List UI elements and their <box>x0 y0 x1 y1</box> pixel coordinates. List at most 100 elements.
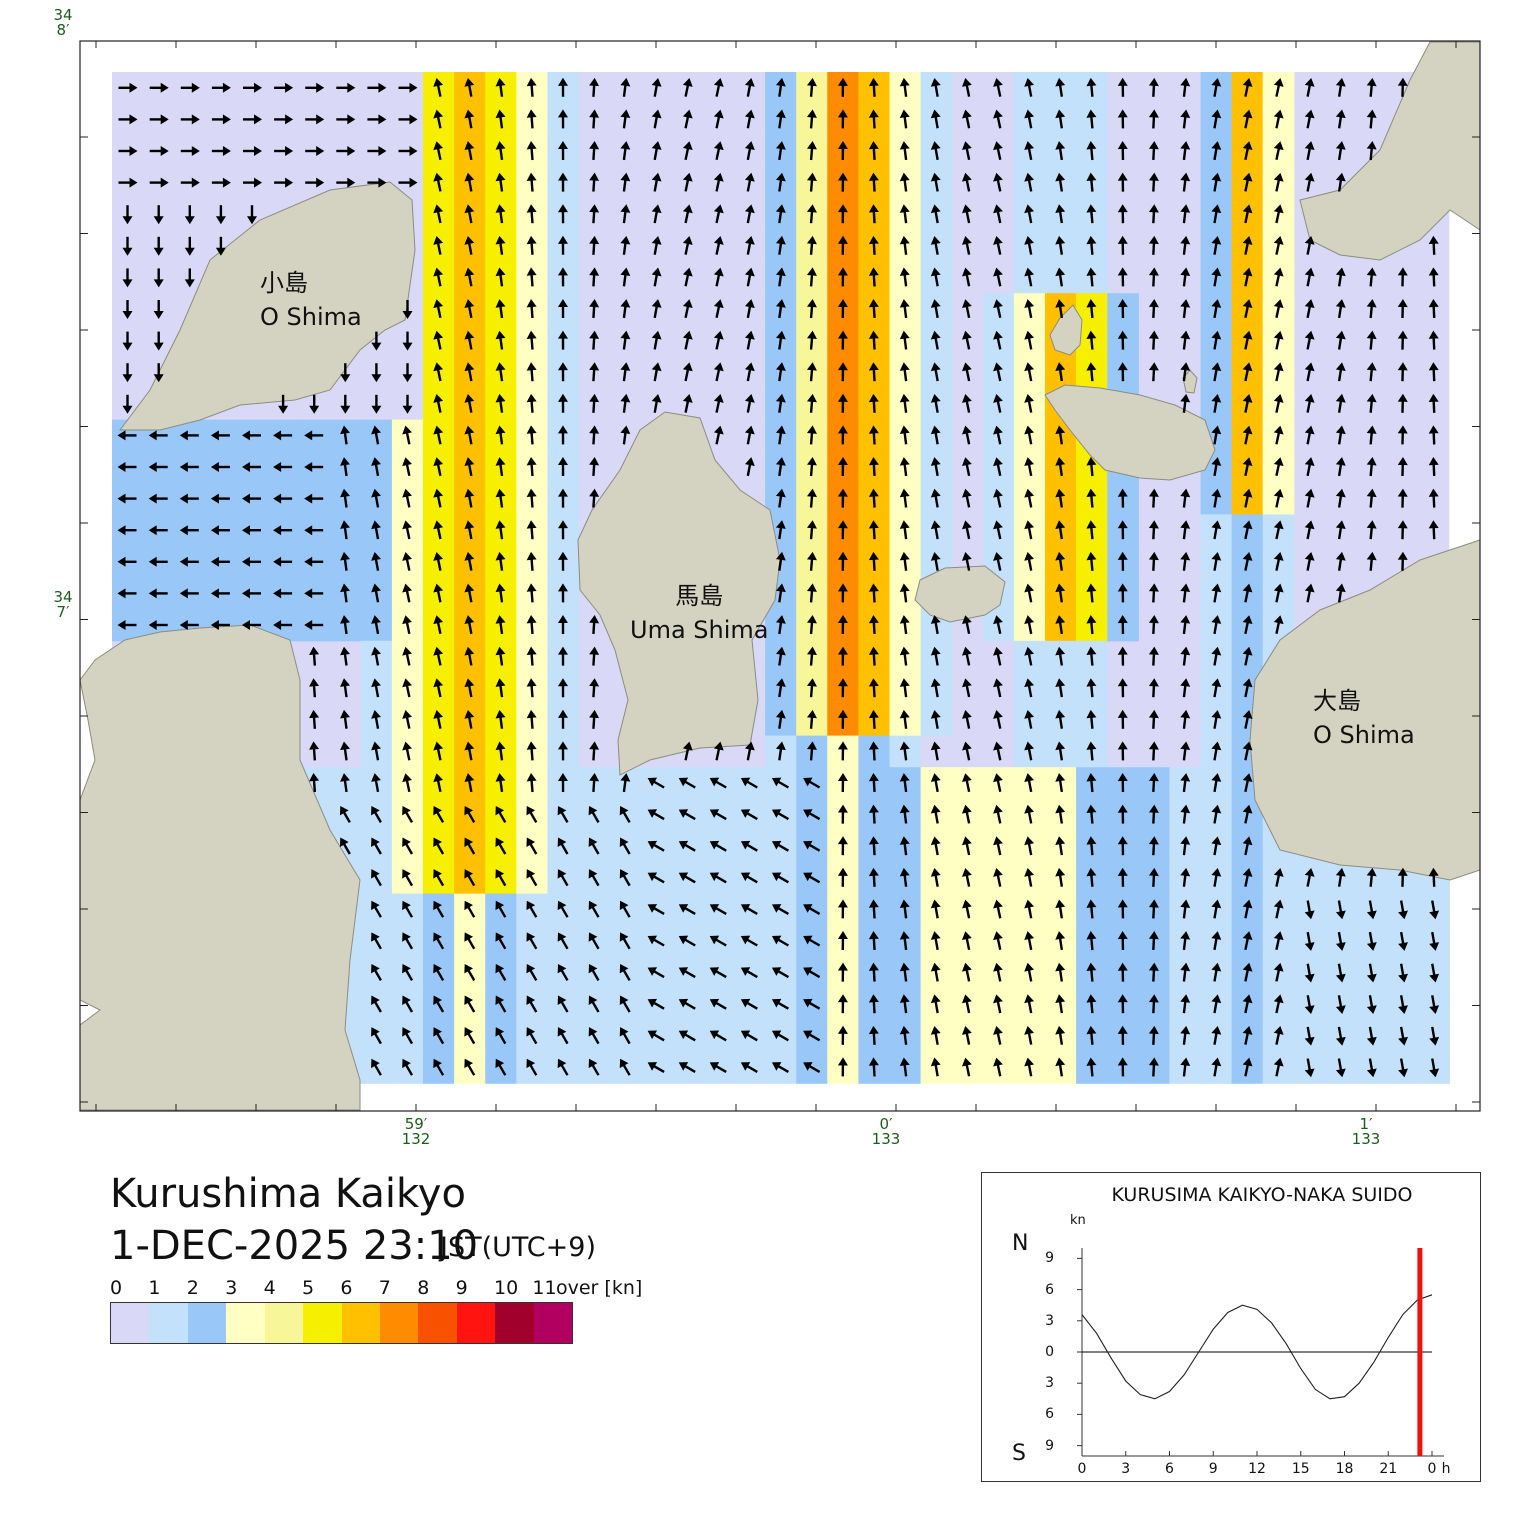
current-arrow <box>117 462 137 472</box>
current-arrow <box>211 82 231 93</box>
current-arrow <box>495 109 506 129</box>
current-arrow <box>402 425 412 445</box>
current-arrow <box>148 493 168 504</box>
current-arrow <box>371 678 381 698</box>
current-arrow <box>242 493 261 504</box>
current-arrow <box>868 931 879 951</box>
current-arrow <box>402 1027 414 1045</box>
current-arrow <box>837 235 848 255</box>
current-arrow <box>340 583 350 603</box>
current-arrow <box>993 204 1003 224</box>
current-arrow <box>740 1030 758 1042</box>
current-arrow <box>1148 141 1159 161</box>
legend-label: 3 <box>225 1277 238 1299</box>
current-arrow <box>589 172 600 192</box>
tidal-x-tick-label: 15 <box>1291 1461 1310 1477</box>
current-arrow <box>371 583 381 603</box>
current-arrow <box>930 709 941 729</box>
current-arrow <box>495 963 507 981</box>
current-arrow <box>589 330 600 350</box>
current-arrow <box>1055 551 1066 571</box>
current-arrow <box>309 741 320 761</box>
current-arrow <box>803 967 821 979</box>
current-arrow <box>273 462 293 472</box>
map-title: Kurushima Kaikyo <box>110 1171 466 1217</box>
current-arrow <box>273 493 293 504</box>
current-arrow <box>1304 141 1315 161</box>
current-arrow <box>1335 77 1346 97</box>
current-arrow <box>682 78 693 97</box>
current-arrow <box>1211 204 1222 224</box>
current-arrow <box>118 114 138 125</box>
current-arrow <box>1024 899 1035 919</box>
current-arrow <box>179 430 199 441</box>
current-arrow <box>806 204 817 224</box>
current-arrow <box>1366 995 1377 1015</box>
current-arrow <box>371 551 381 571</box>
current-arrow <box>1335 520 1346 540</box>
current-arrow <box>1242 836 1253 856</box>
current-arrow <box>1397 330 1408 350</box>
current-arrow <box>1148 551 1159 571</box>
current-arrow <box>1086 867 1097 887</box>
current-arrow <box>371 963 382 981</box>
current-arrow <box>495 425 506 445</box>
current-arrow <box>993 362 1003 382</box>
current-arrow <box>340 741 350 761</box>
current-arrow <box>806 77 817 97</box>
current-arrow <box>771 998 789 1010</box>
current-arrow <box>243 146 262 156</box>
current-arrow <box>868 299 879 319</box>
tidal-y-tick-label: 9 <box>1045 1437 1054 1454</box>
current-arrow <box>837 362 848 382</box>
current-arrow <box>1211 425 1222 445</box>
current-arrow <box>1211 1057 1222 1077</box>
current-arrow <box>837 994 848 1014</box>
current-arrow <box>149 82 169 93</box>
current-arrow <box>651 393 662 413</box>
current-arrow <box>242 462 261 472</box>
current-arrow <box>340 678 350 698</box>
current-arrow <box>526 741 537 761</box>
current-arrow <box>1180 299 1191 319</box>
current-arrow <box>589 109 600 129</box>
current-arrow <box>806 362 817 382</box>
current-arrow <box>651 235 662 255</box>
current-arrow <box>1055 583 1066 603</box>
current-arrow <box>464 583 475 603</box>
legend-label: 1 <box>148 1277 161 1299</box>
current-arrow <box>210 556 230 567</box>
place-name-en: O Shima <box>1313 721 1415 749</box>
current-arrow <box>1398 931 1408 951</box>
current-arrow <box>993 236 1003 255</box>
current-arrow <box>589 299 600 319</box>
current-arrow <box>993 394 1003 413</box>
current-arrow <box>464 299 475 319</box>
current-arrow <box>1055 488 1066 508</box>
current-arrow <box>993 457 1003 477</box>
current-arrow <box>433 552 444 571</box>
current-arrow <box>1211 836 1222 856</box>
current-arrow <box>1211 867 1222 887</box>
current-arrow <box>619 963 631 981</box>
current-arrow <box>1148 899 1159 919</box>
current-arrow <box>495 805 507 823</box>
current-arrow <box>899 204 910 224</box>
current-arrow <box>1117 520 1128 540</box>
current-arrow <box>899 899 910 919</box>
current-arrow <box>740 967 758 979</box>
current-arrow <box>304 430 324 441</box>
current-arrow <box>1117 1025 1128 1045</box>
current-arrow <box>1117 235 1128 255</box>
current-arrow <box>1242 204 1253 224</box>
current-arrow <box>1397 551 1408 571</box>
current-arrow <box>371 363 382 383</box>
current-arrow <box>1211 931 1222 951</box>
current-arrow <box>557 109 568 129</box>
current-arrow <box>211 114 231 125</box>
current-arrow <box>740 840 758 852</box>
legend-label: 2 <box>186 1277 199 1299</box>
current-arrow <box>930 393 941 413</box>
current-arrow <box>402 457 412 477</box>
current-arrow <box>1397 425 1408 445</box>
